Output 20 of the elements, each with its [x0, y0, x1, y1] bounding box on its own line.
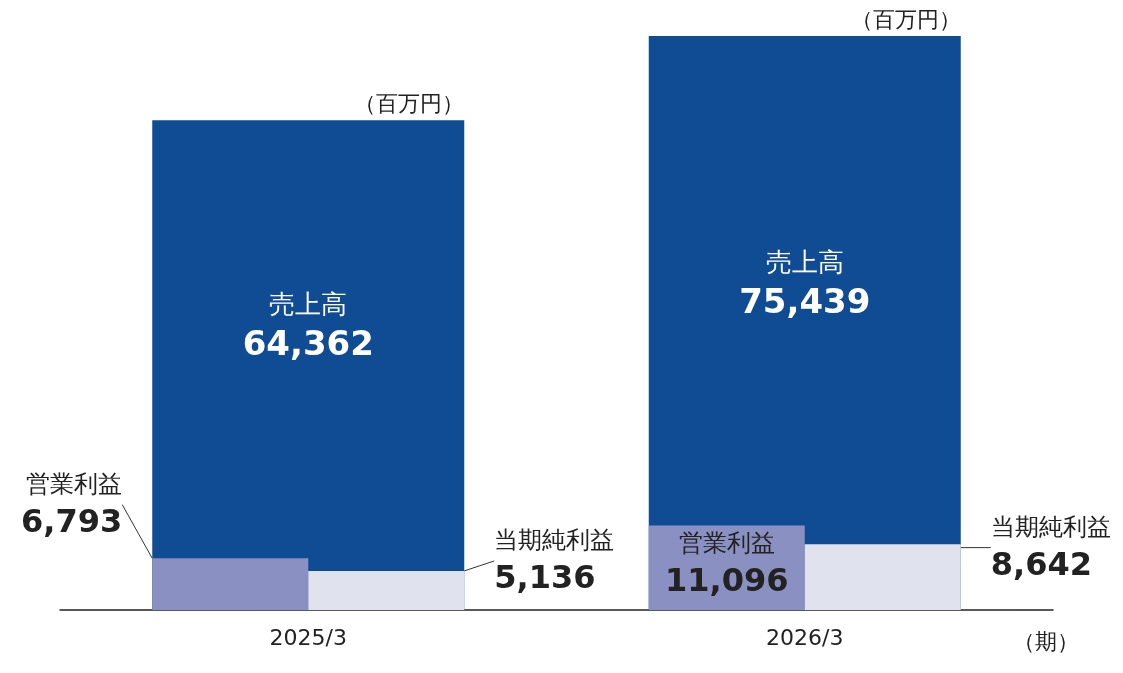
- text: （百万円）: [850, 6, 961, 32]
- bar: [804, 544, 961, 610]
- text: 営業利益: [26, 470, 123, 499]
- data-label: 5,136: [494, 558, 596, 597]
- x-tick-label: 2026/3: [766, 624, 844, 650]
- bar: [308, 570, 465, 610]
- data-label: 11,096: [665, 560, 789, 599]
- data-label: 75,439: [739, 281, 871, 321]
- series-label: 売上高: [269, 289, 348, 320]
- data-label: 64,362: [242, 323, 374, 364]
- x-axis-title: （期）: [1013, 628, 1079, 654]
- data-label: 6,793: [21, 502, 123, 541]
- y-axis-title: （百万円）: [354, 90, 465, 116]
- text: 売上高: [765, 247, 844, 277]
- series-label: 営業利益: [678, 528, 775, 557]
- text: 当期純利益: [494, 526, 615, 555]
- data-label: 8,642: [990, 545, 1092, 584]
- series-label: 当期純利益: [990, 513, 1111, 542]
- bar: [152, 558, 309, 610]
- x-tick-label: 2025/3: [269, 624, 347, 650]
